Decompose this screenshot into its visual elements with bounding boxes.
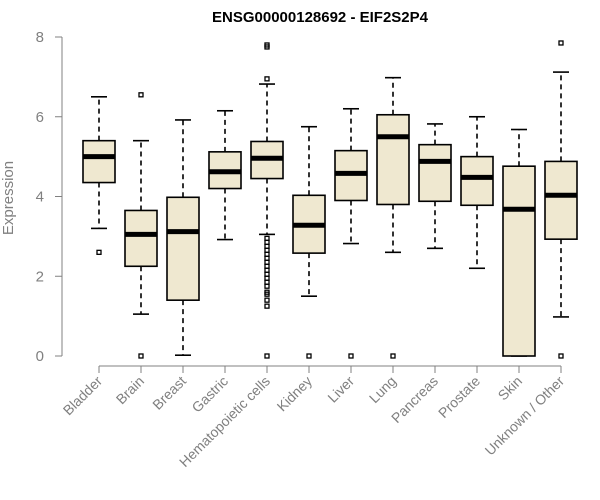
box-bladder	[82, 96, 116, 255]
x-tick-label: Breast	[149, 373, 189, 413]
outlier-point	[264, 289, 270, 295]
y-tick-label: 6	[36, 109, 44, 126]
iqr-box	[82, 139, 116, 184]
box-lung	[376, 76, 410, 359]
x-tick-label: Unknown / Other	[482, 373, 568, 459]
box-hematopoietic-cells	[250, 42, 284, 359]
box-liver	[334, 107, 368, 359]
iqr-box	[418, 143, 452, 203]
box-unknown-other	[544, 40, 578, 359]
x-tick-label: Skin	[495, 373, 526, 404]
box-kidney	[292, 125, 326, 359]
iqr-box	[166, 196, 200, 301]
box-gastric	[208, 109, 242, 241]
x-tick-label: Prostate	[435, 373, 483, 421]
outlier-point	[264, 353, 270, 359]
y-tick-label: 8	[36, 29, 44, 46]
y-axis: 0 2 4 6 8	[36, 29, 63, 365]
x-tick-label: Lung	[366, 373, 399, 406]
box-pancreas	[418, 123, 452, 250]
outlier-point	[264, 303, 270, 309]
outlier-point	[558, 353, 564, 359]
iqr-box	[544, 160, 578, 240]
y-tick-label: 0	[36, 348, 44, 365]
x-tick-label: Pancreas	[388, 373, 441, 426]
plot-area	[82, 40, 578, 359]
outlier-point	[264, 76, 270, 82]
outlier-point	[306, 353, 312, 359]
outlier-point	[96, 249, 102, 255]
y-axis-label: Expression	[0, 161, 17, 235]
iqr-box	[376, 113, 410, 206]
outlier-point	[138, 353, 144, 359]
outlier-point	[390, 353, 396, 359]
x-tick-label: Brain	[113, 373, 147, 407]
y-tick-label: 4	[36, 189, 44, 206]
box-brain	[124, 92, 158, 359]
box-prostate	[460, 115, 494, 270]
box-skin	[502, 128, 536, 357]
iqr-box	[502, 165, 536, 357]
iqr-box	[460, 155, 494, 207]
box-breast	[166, 119, 200, 357]
outlier-point	[264, 297, 270, 303]
x-tick-label: Kidney	[274, 373, 316, 415]
outlier-point	[558, 40, 564, 46]
outlier-point	[264, 42, 270, 48]
outlier-point	[138, 92, 144, 98]
outlier-point	[264, 235, 270, 242]
outlier-point	[348, 353, 354, 359]
iqr-box	[124, 209, 158, 268]
x-tick-label: Bladder	[60, 373, 106, 419]
x-tick-label: Liver	[324, 373, 357, 406]
y-tick-label: 2	[36, 268, 44, 285]
chart-title: ENSG00000128692 - EIF2S2P4	[212, 9, 429, 26]
